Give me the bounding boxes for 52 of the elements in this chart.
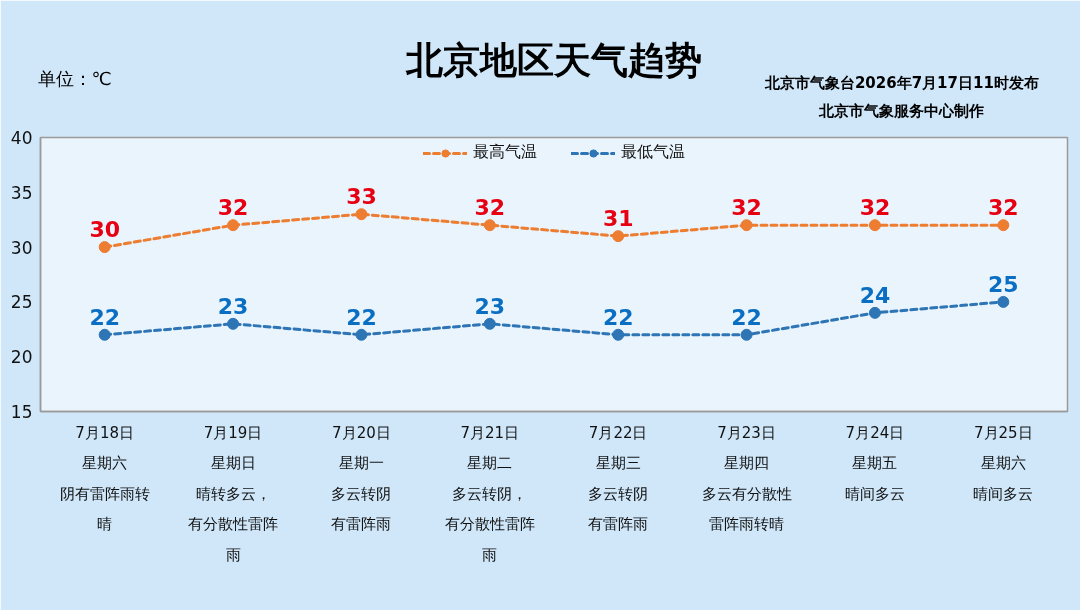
data-label: 30 (89, 217, 120, 243)
data-label: 32 (731, 195, 762, 221)
point (740, 328, 753, 341)
point (227, 219, 240, 232)
x-tick-label: 7月20日星期一多云转阴有雷阵雨 (331, 423, 392, 534)
x-tick-label: 7月23日星期四多云有分散性雷阵雨转晴 (701, 423, 792, 534)
point (868, 219, 881, 232)
text: 单位：℃ (37, 68, 112, 90)
data-label: 22 (731, 304, 762, 330)
point (355, 208, 368, 221)
text: 北京市气象台2026年7月17日11时发布 (763, 73, 1039, 92)
y-tick-label: 35 (10, 182, 33, 203)
point (355, 328, 368, 341)
point (997, 219, 1010, 232)
data-label: 22 (602, 304, 634, 330)
point (997, 295, 1010, 308)
point (483, 219, 496, 232)
point (740, 219, 753, 232)
data-label: 25 (988, 271, 1019, 297)
y-tick-label: 15 (10, 402, 33, 422)
y-tick-label: 40 (10, 128, 33, 148)
x-tick-label: 7月24日星期五晴间多云 (844, 423, 905, 503)
legend-label: 最低气温 (620, 142, 685, 163)
data-label: 32 (859, 195, 891, 221)
data-label: 32 (988, 195, 1019, 221)
data-label: 24 (859, 282, 891, 308)
x-tick-label: 7月19日星期日晴转多云，有分散性雷阵雨 (188, 423, 279, 564)
y-tick-label: 20 (10, 347, 33, 368)
x-tick-label: 7月22日星期三多云转阴有雷阵雨 (588, 423, 649, 534)
data-label: 23 (474, 293, 506, 319)
x-tick-label: 7月25日星期六晴间多云 (973, 423, 1034, 503)
point (868, 306, 881, 319)
point (227, 317, 240, 330)
data-label: 33 (346, 184, 377, 210)
y-tick-label: 30 (10, 237, 33, 258)
data-label: 22 (346, 304, 377, 330)
chart-title: 北京地区天气趋势 (405, 38, 702, 82)
data-label: 32 (217, 195, 249, 221)
point (612, 328, 625, 341)
point (612, 230, 625, 243)
y-tick-label: 25 (10, 292, 33, 313)
legend-label: 最高气温 (472, 142, 537, 163)
point (98, 241, 111, 254)
point (98, 328, 111, 341)
text: 北京市气象服务中心制作 (818, 101, 984, 120)
x-tick-label: 7月21日星期二多云转阴，有分散性雷阵雨 (444, 423, 535, 564)
data-label: 23 (217, 293, 249, 319)
data-label: 32 (474, 195, 506, 221)
point (483, 317, 496, 330)
x-tick-label: 7月18日星期六阴有雷阵雨转晴 (59, 423, 150, 534)
data-label: 31 (602, 206, 634, 232)
data-label: 22 (89, 304, 120, 330)
